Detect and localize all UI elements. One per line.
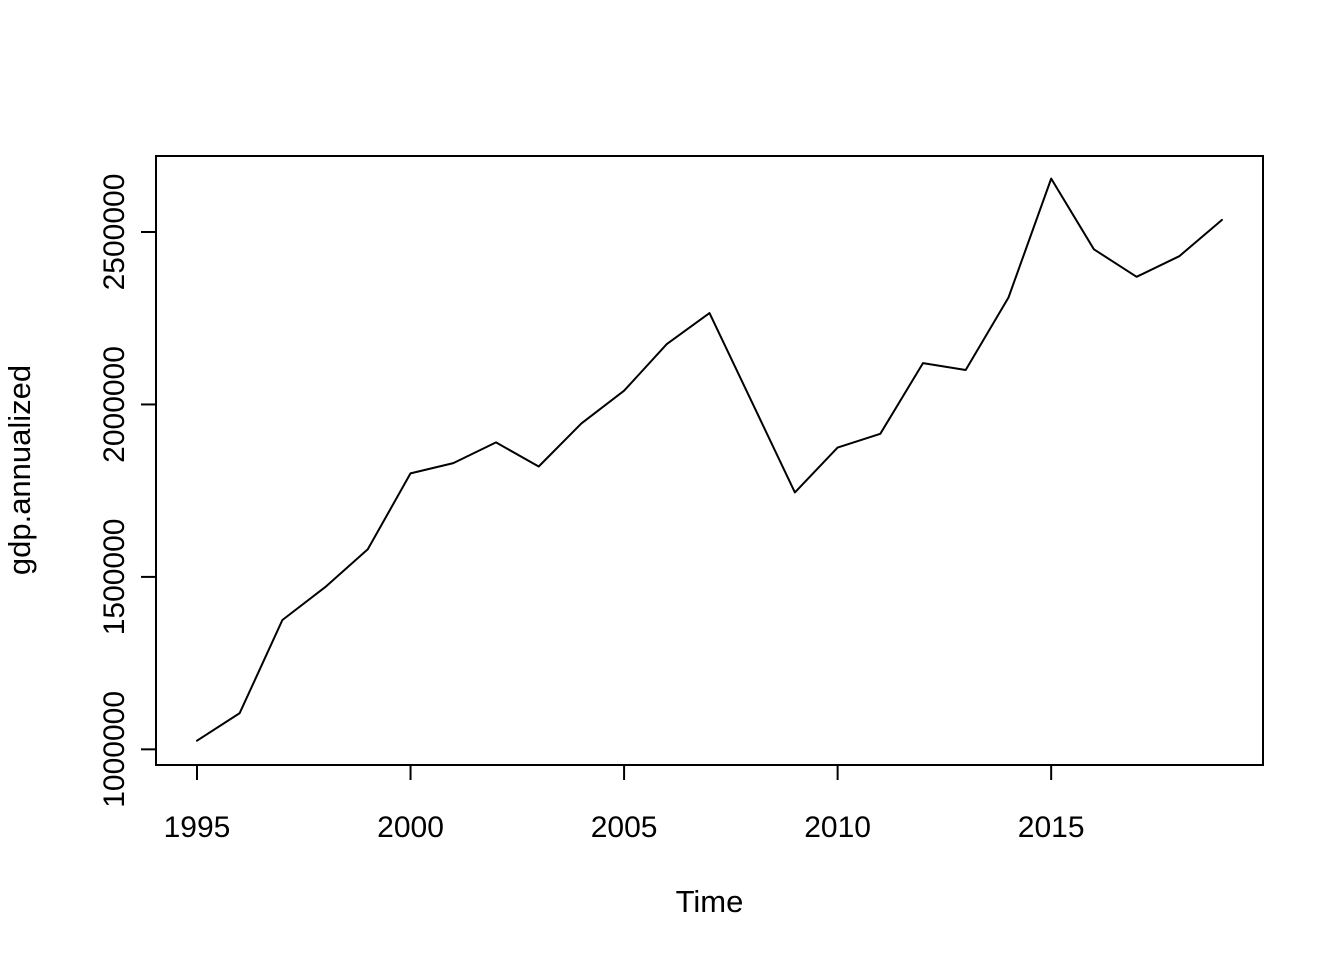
y-axis-title: gdp.annualized: [2, 365, 37, 575]
x-axis-tick-label: 1995: [164, 811, 231, 844]
x-axis-tick-label: 2005: [591, 811, 658, 844]
plot-border: [155, 155, 1264, 766]
y-axis-tick-label: 2000000: [98, 346, 131, 463]
gdp-series-line: [196, 177, 1223, 742]
x-axis-title: Time: [676, 884, 744, 919]
plot-area: 1995 2000 2005 2010 2015 1000000 1500000 200000…: [98, 155, 1264, 844]
x-axis-tick-label: 2000: [377, 811, 444, 844]
y-axis-tick-label: 2500000: [98, 174, 131, 291]
y-axis-tick-label: 1500000: [98, 519, 131, 636]
x-axis-tick-label: 2010: [804, 811, 871, 844]
x-axis-tick-label: 2015: [1018, 811, 1085, 844]
y-axis-tick-label: 1000000: [98, 691, 131, 808]
